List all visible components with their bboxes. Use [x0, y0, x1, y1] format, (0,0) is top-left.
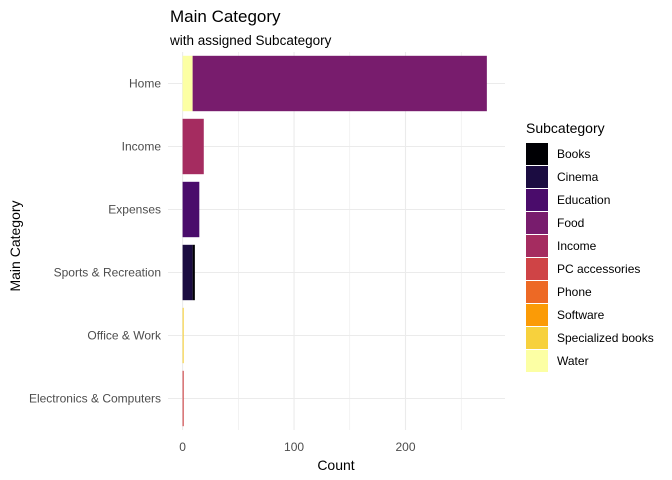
chart-subtitle: with assigned Subcategory — [169, 33, 332, 48]
category-label: Expenses — [108, 203, 161, 217]
category-label: Office & Work — [87, 329, 162, 343]
legend-label: PC accessories — [557, 262, 640, 276]
y-axis-title: Main Category — [7, 200, 23, 291]
legend-swatch — [526, 304, 548, 326]
legend-swatch — [526, 212, 548, 234]
legend-label: Specialized books — [557, 331, 654, 345]
bar-segment — [182, 370, 184, 427]
legend-swatch — [526, 143, 548, 165]
bar-segment — [182, 244, 193, 301]
x-tick-label: 0 — [179, 440, 186, 454]
category-label: Income — [122, 140, 162, 154]
category-label: Home — [129, 77, 161, 91]
bar-segment — [182, 181, 200, 238]
legend-swatch — [526, 166, 548, 188]
category-label: Electronics & Computers — [29, 392, 161, 406]
legend-label: Food — [557, 216, 584, 230]
x-tick-label: 100 — [284, 440, 304, 454]
bar-segment — [192, 244, 195, 301]
legend-swatch — [526, 327, 548, 349]
legend-title: Subcategory — [526, 120, 605, 136]
legend-label: Books — [557, 147, 590, 161]
x-tick-label: 200 — [395, 440, 415, 454]
bar-segment — [182, 55, 193, 112]
bar-segment — [182, 118, 204, 175]
category-labels: Home Income Expenses Sports & Recreation Off… — [29, 77, 162, 406]
x-tick-labels: 0 100 200 — [179, 440, 416, 454]
legend-label: Software — [557, 308, 605, 322]
legend: Subcategory Books Cinema Education Food Inco… — [526, 120, 654, 372]
legend-swatch — [526, 235, 548, 257]
legend-swatch — [526, 350, 548, 372]
legend-swatch — [526, 281, 548, 303]
legend-swatch — [526, 189, 548, 211]
legend-label: Education — [557, 193, 610, 207]
bar-segment — [182, 307, 184, 364]
category-label: Sports & Recreation — [54, 266, 161, 280]
x-axis-title: Count — [317, 457, 354, 473]
bars — [182, 55, 487, 427]
bar-segment — [192, 55, 487, 112]
legend-label: Phone — [557, 285, 592, 299]
chart-title: Main Category — [170, 7, 281, 26]
legend-label: Cinema — [557, 170, 599, 184]
legend-swatch — [526, 258, 548, 280]
legend-label: Water — [557, 354, 589, 368]
legend-label: Income — [557, 239, 597, 253]
